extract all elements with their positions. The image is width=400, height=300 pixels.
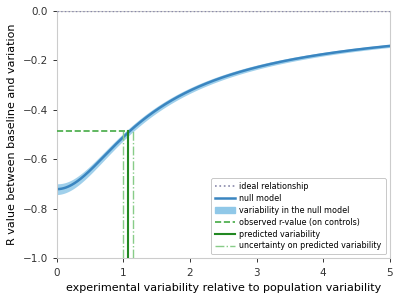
Y-axis label: R value between baseline and variation: R value between baseline and variation <box>7 24 17 245</box>
X-axis label: experimental variability relative to population variability: experimental variability relative to pop… <box>66 283 381 293</box>
Legend: ideal relationship, null model, variability in the null model, observed r-value : ideal relationship, null model, variabil… <box>211 178 386 254</box>
